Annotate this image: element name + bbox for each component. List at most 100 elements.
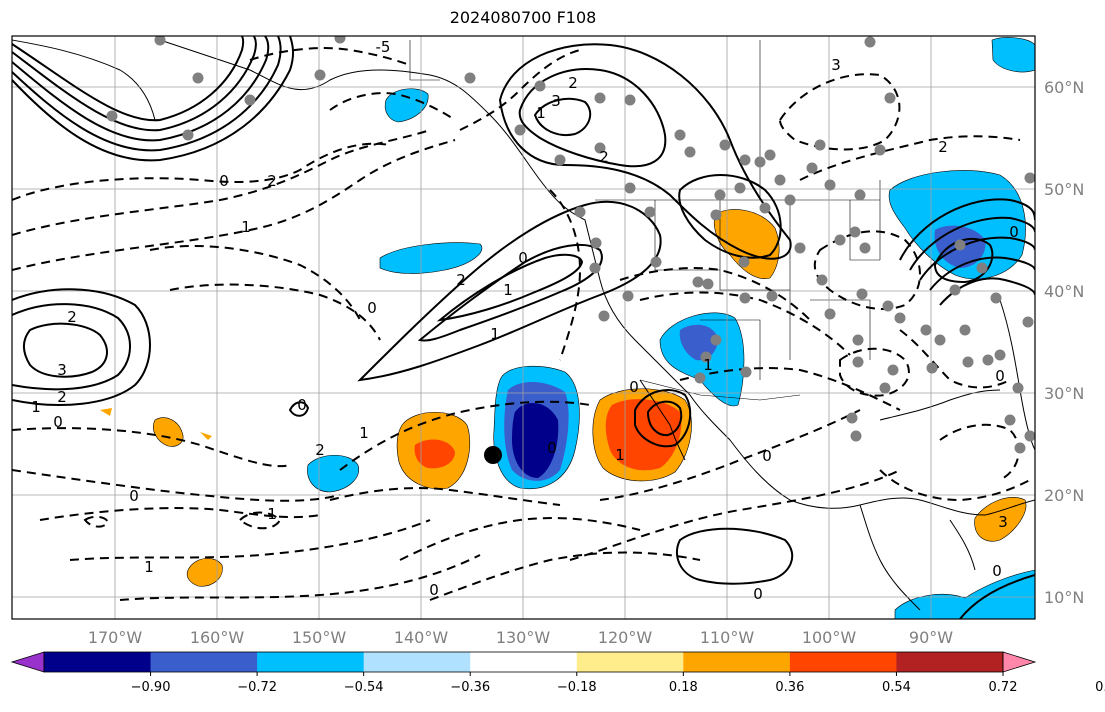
colorbar-outline [43, 651, 1004, 673]
station-dot [849, 226, 861, 238]
contour-label: 1 [144, 558, 154, 576]
negative-anomaly-shade [679, 324, 718, 361]
contour-label: 1 [31, 398, 41, 416]
negative-anomaly-shade [894, 569, 1035, 619]
contour-label: 1 [703, 356, 713, 374]
station-dot [244, 94, 256, 106]
colorbar-swatch [576, 652, 684, 672]
positive-anomaly-shade [414, 439, 455, 469]
station-dot [994, 349, 1006, 361]
station-dot [882, 300, 894, 312]
lon-label: 160°W [190, 628, 245, 647]
station-dot [1024, 172, 1035, 184]
contour-label: 0 [629, 378, 639, 396]
station-dot [976, 262, 988, 274]
colorbar-swatch [44, 652, 152, 672]
contour-label: 0 [297, 396, 307, 414]
positive-anomaly-shade [100, 408, 112, 416]
contour-label: 1 [536, 104, 546, 122]
negative-anomaly-shade [384, 88, 429, 123]
colorbar-tick-label: −0.36 [450, 680, 490, 695]
station-dot [192, 72, 204, 84]
map-title: 2024080700 F108 [449, 8, 597, 27]
storm-center-marker [484, 446, 502, 464]
station-dot [959, 324, 971, 336]
contour-label: 1 [267, 505, 277, 523]
station-dot [624, 94, 636, 106]
contour-label: 1 [359, 424, 369, 442]
station-dot [794, 242, 806, 254]
station-dot [590, 237, 602, 249]
station-dot [926, 362, 938, 374]
contour-label: 3 [551, 92, 561, 110]
contour-label: 2 [67, 308, 77, 326]
station-dot [314, 69, 326, 81]
positive-contours [12, 36, 1035, 619]
station-dot [1012, 382, 1024, 394]
station-dot [694, 372, 706, 384]
station-dot [692, 276, 704, 288]
station-dot [766, 290, 778, 302]
station-dot [824, 308, 836, 320]
station-dot [589, 262, 601, 274]
station-dot [784, 194, 796, 206]
lat-label: 60°N [1044, 78, 1084, 97]
station-dot [850, 430, 862, 442]
station-dot [856, 288, 868, 300]
borders [409, 40, 881, 401]
station-dot [754, 156, 766, 168]
lat-label: 40°N [1044, 282, 1084, 301]
station-dot [852, 334, 864, 346]
station-dot [1014, 442, 1026, 454]
contour-label: 2 [57, 388, 67, 406]
station-dot [854, 189, 866, 201]
colorbar-swatch [789, 652, 897, 672]
negative-anomaly-shade [512, 402, 559, 478]
station-dot [1024, 430, 1035, 442]
colorbar-tick-label: 0.54 [882, 680, 911, 695]
station-dot [1004, 414, 1016, 426]
colorbar-tick-label: −0.18 [557, 680, 597, 695]
station-dot [1022, 316, 1034, 328]
station-dot [920, 324, 932, 336]
colorbar-tick-label: 0.72 [989, 680, 1018, 695]
station-dot [740, 366, 752, 378]
station-dot [934, 334, 946, 346]
contour-label: 0 [992, 562, 1002, 580]
contour-label: 2 [938, 138, 948, 156]
lon-label: 100°W [802, 628, 857, 647]
latitude-labels: 60°N 50°N 40°N 30°N 20°N 10°N [1044, 78, 1084, 607]
station-dot [598, 310, 610, 322]
contour-label: 2 [267, 172, 277, 190]
station-dot [106, 110, 118, 122]
station-dot [884, 92, 896, 104]
contour-label: 2 [456, 271, 466, 289]
colorbar: −0.90 −0.72 −0.54 −0.36 −0.18 0.18 0.36 0.54 0.7… [10, 651, 1105, 695]
station-dot [774, 174, 786, 186]
contour-label: 1 [241, 218, 251, 236]
positive-anomaly-shade [713, 209, 780, 279]
contour-label: 0 [762, 447, 772, 465]
colorbar-extend-low [10, 651, 45, 673]
station-dot [734, 182, 746, 194]
contour-label: 2 [568, 74, 578, 92]
station-dot [739, 292, 751, 304]
station-dot [554, 154, 566, 166]
station-dot [739, 154, 751, 166]
lon-label: 120°W [598, 628, 653, 647]
station-dot [764, 149, 776, 161]
positive-anomaly-shade [974, 497, 1027, 542]
contour-label: -5 [376, 38, 391, 56]
station-dot [982, 354, 994, 366]
station-dot [806, 162, 818, 174]
station-dot [154, 36, 166, 46]
contour-label: 3 [831, 56, 841, 74]
contour-label: 0 [753, 585, 763, 603]
station-dot [874, 144, 886, 156]
station-dot [684, 146, 696, 158]
contour-label: 1 [615, 446, 625, 464]
lon-label: 110°W [700, 628, 755, 647]
longitude-labels: 170°W 160°W 150°W 140°W 130°W 120°W 110°… [88, 628, 953, 647]
